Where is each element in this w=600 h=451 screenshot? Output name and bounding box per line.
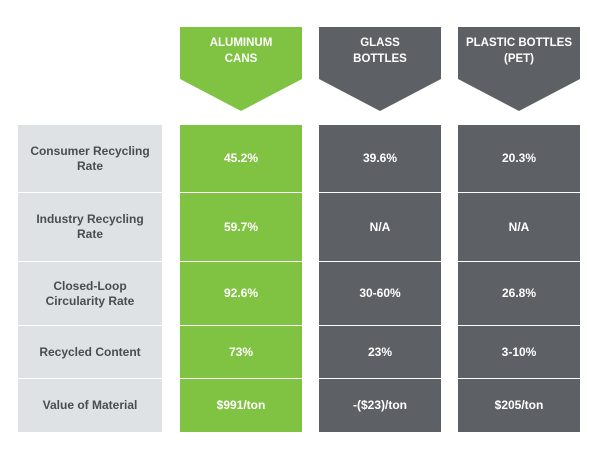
header-line: (PET) xyxy=(503,53,535,65)
header-line: GLASS xyxy=(360,37,400,49)
header-line: PLASTIC BOTTLES xyxy=(465,37,573,49)
row-label-line: Circularity Rate xyxy=(45,293,135,308)
value-cell: N/A xyxy=(458,193,580,261)
chevron-shape xyxy=(319,27,441,111)
value-cell: -($23)/ton xyxy=(319,379,441,432)
row-label-line: Industry Recycling xyxy=(36,212,144,226)
value-cell: 73% xyxy=(180,326,302,378)
value-cell: $991/ton xyxy=(180,379,302,432)
row-label: Recycled Content xyxy=(18,326,162,378)
value-cell: 59.7% xyxy=(180,193,302,261)
value-cell: 23% xyxy=(319,326,441,378)
header-line: CANS xyxy=(224,53,258,65)
value-cell: 39.6% xyxy=(319,125,441,192)
value-cell: 30-60% xyxy=(319,262,441,325)
row-label-line: Rate xyxy=(76,227,103,241)
value-cell: 3-10% xyxy=(458,326,580,378)
header-line: BOTTLES xyxy=(353,53,407,65)
column-header: ALUMINUM CANS xyxy=(180,27,302,111)
row-label: Industry Recycling Rate xyxy=(18,193,162,261)
row-label-line: Value of Material xyxy=(42,398,138,412)
header-line: ALUMINUM xyxy=(209,37,273,49)
header-text: ALUMINUM CANS xyxy=(180,35,302,67)
row-label: Value of Material xyxy=(18,379,162,432)
value-cell: 20.3% xyxy=(458,125,580,192)
header-chevron xyxy=(458,27,580,111)
row-label: Consumer Recycling Rate xyxy=(18,125,162,192)
row-label: Closed-Loop Circularity Rate xyxy=(18,262,162,325)
value-cell: 26.8% xyxy=(458,262,580,325)
chevron-shape xyxy=(180,27,302,111)
row-label-line: Consumer Recycling xyxy=(30,143,150,158)
header-text: GLASS BOTTLES xyxy=(319,35,441,67)
row-label-line: Closed-Loop xyxy=(53,278,127,293)
value-cell: 92.6% xyxy=(180,262,302,325)
value-cell: 45.2% xyxy=(180,125,302,192)
row-label-line: Rate xyxy=(76,158,103,173)
column-header: GLASS BOTTLES xyxy=(319,27,441,111)
row-label-line: Recycled Content xyxy=(39,344,141,359)
chevron-shape xyxy=(458,27,580,111)
header-chevron xyxy=(319,27,441,111)
value-cell: $205/ton xyxy=(458,379,580,432)
header-text: PLASTIC BOTTLES (PET) xyxy=(458,35,580,67)
column-header: PLASTIC BOTTLES (PET) xyxy=(458,27,580,111)
value-cell: N/A xyxy=(319,193,441,261)
header-chevron xyxy=(180,27,302,111)
